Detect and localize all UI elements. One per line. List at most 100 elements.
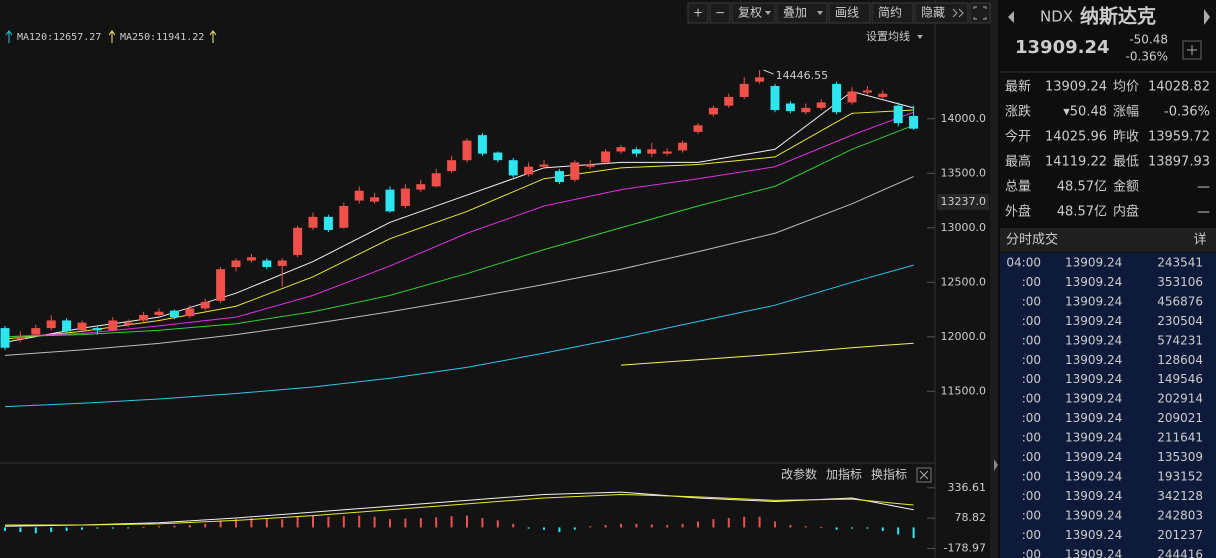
candle-body — [216, 269, 226, 301]
quote-label: 最低 — [1113, 155, 1139, 170]
add-watchlist[interactable] — [1182, 40, 1202, 60]
candle-body — [524, 166, 534, 175]
histogram-bar — [774, 521, 776, 528]
trades-title: 分时成交 — [1006, 232, 1058, 248]
double-arrow — [952, 8, 964, 18]
toolbar-icon[interactable] — [969, 2, 991, 24]
histogram-bar — [65, 527, 68, 531]
close-icon — [919, 470, 929, 480]
candle-body — [370, 197, 380, 202]
trade-price: 13909.24 — [1065, 275, 1122, 289]
trade-price: 13909.24 — [1065, 392, 1122, 406]
candle-body — [293, 227, 303, 256]
toolbar-button[interactable] — [828, 2, 871, 24]
candle-body — [277, 260, 287, 266]
histogram-bar — [820, 526, 823, 528]
histogram-bar — [712, 519, 715, 528]
trades-list — [1000, 253, 1216, 558]
candle-body — [708, 107, 718, 115]
indicator-button[interactable]: 改参数 — [781, 467, 817, 482]
toolbar-button[interactable] — [709, 2, 731, 24]
ma-line — [4, 111, 914, 338]
histogram-bar — [789, 525, 792, 528]
toolbar-label: 隐藏 — [921, 6, 945, 20]
next-button[interactable] — [1204, 9, 1210, 25]
collapse-arrow[interactable] — [994, 459, 998, 471]
trade-volume: 202914 — [1157, 392, 1203, 406]
toolbar-button[interactable] — [731, 2, 776, 24]
histogram-bar — [897, 527, 900, 535]
trade-price: 13909.24 — [1065, 431, 1122, 445]
histogram-bar — [204, 523, 207, 528]
ma-line — [4, 176, 914, 356]
candle-body — [493, 152, 503, 161]
quote-value: 13897.93 — [1148, 155, 1210, 170]
trade-volume: 243541 — [1157, 256, 1203, 270]
quote-label: 涨跌 — [1005, 104, 1031, 120]
histogram-bar — [296, 516, 299, 528]
histogram-bar — [312, 515, 314, 528]
histogram-bar — [881, 527, 884, 531]
trade-volume: 149546 — [1157, 372, 1203, 386]
quote-label: 内盘 — [1113, 204, 1139, 220]
toolbar-label: 复权 — [738, 6, 762, 20]
trade-volume: 211641 — [1157, 431, 1203, 445]
trade-volume: 242803 — [1157, 508, 1203, 522]
trade-price: 13909.24 — [1065, 508, 1122, 522]
ma-line — [4, 124, 914, 338]
candle-body — [816, 102, 826, 108]
trade-price: 13909.24 — [1065, 411, 1122, 425]
candle-body — [462, 140, 472, 161]
candle-body — [246, 257, 256, 261]
toolbar-label: 画线 — [835, 6, 859, 20]
price-change: -50.48 — [1129, 33, 1168, 47]
last-price: 13909.24 — [1015, 37, 1110, 58]
candle-body — [400, 188, 410, 206]
indicator-line — [5, 493, 914, 526]
quote-value: 14028.82 — [1148, 80, 1210, 95]
candle-body — [262, 260, 272, 268]
trade-price: 13909.24 — [1065, 469, 1122, 483]
trades-detail[interactable]: 详 — [1193, 233, 1206, 248]
caret — [917, 35, 923, 39]
toolbar-button[interactable] — [776, 2, 828, 24]
quote-label: 外盘 — [1005, 204, 1031, 220]
trade-time: :00 — [1022, 353, 1041, 367]
candle-body — [693, 125, 703, 132]
high-label: 14446.55 — [776, 69, 829, 82]
candle-body — [154, 311, 164, 315]
trade-price: 13909.24 — [1065, 294, 1122, 308]
candle-body — [785, 103, 795, 112]
histogram-bar — [96, 527, 99, 529]
toolbar-button[interactable] — [914, 2, 969, 24]
candle-body — [832, 83, 842, 113]
trade-time: :00 — [1022, 489, 1041, 503]
splitter[interactable] — [990, 0, 998, 558]
ma-settings[interactable]: 设置均线 — [866, 29, 910, 43]
histogram-bar — [219, 520, 222, 528]
histogram-bar — [496, 520, 499, 528]
close-indicator[interactable] — [916, 467, 932, 483]
candle-body — [15, 336, 25, 339]
icon-glyph — [973, 6, 987, 20]
candle-body — [339, 205, 349, 228]
indicator-button[interactable]: 换指标 — [871, 467, 907, 482]
trade-volume: 201237 — [1157, 528, 1203, 542]
histogram-bar — [188, 525, 191, 528]
quote-value: — — [1197, 205, 1210, 220]
toolbar-button[interactable] — [871, 2, 914, 24]
prev-button[interactable] — [1008, 11, 1014, 23]
trade-price: 13909.24 — [1065, 528, 1122, 542]
trade-time: :00 — [1022, 450, 1041, 464]
legend-arrow — [5, 30, 13, 43]
indicator-button[interactable]: 加指标 — [826, 467, 862, 482]
quote-value: 14025.96 — [1045, 130, 1107, 145]
quote-label: 最高 — [1005, 154, 1031, 170]
candle-body — [62, 320, 72, 332]
toolbar-label: + — [693, 6, 703, 20]
y-tick-label: 78.82 — [955, 511, 987, 524]
candle-body — [662, 151, 672, 154]
toolbar-button[interactable] — [687, 2, 709, 24]
candle-body — [878, 93, 888, 97]
candle-body — [893, 105, 903, 124]
